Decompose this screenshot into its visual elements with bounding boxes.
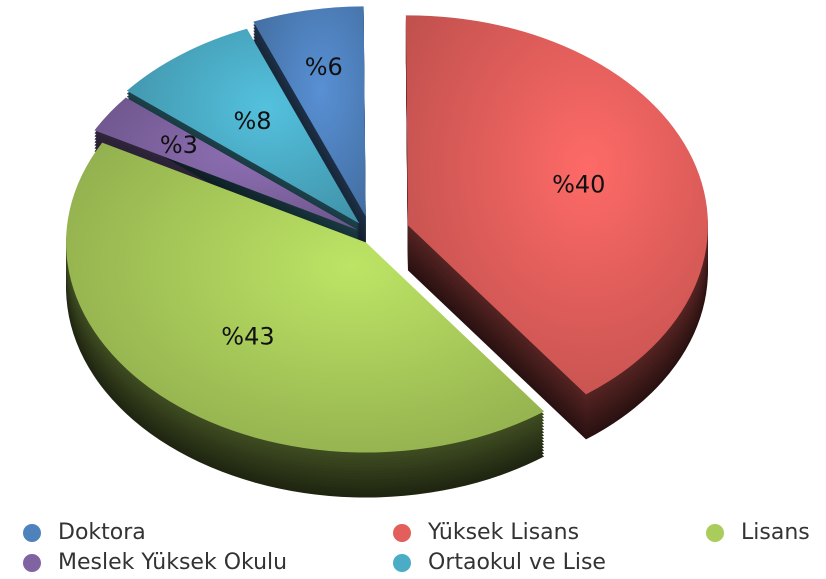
legend-marker xyxy=(706,524,724,542)
slice xyxy=(253,6,366,217)
legend-label: Doktora xyxy=(58,520,146,545)
slice xyxy=(405,15,708,395)
data-label: %43 xyxy=(221,323,274,351)
legend-marker xyxy=(393,554,411,572)
legend-marker xyxy=(393,524,411,542)
data-label: %6 xyxy=(305,53,343,81)
legend-label: Meslek Yüksek Okulu xyxy=(58,550,287,575)
data-label: %8 xyxy=(233,107,271,135)
legend-label: Lisans xyxy=(741,520,810,545)
legend-label: Yüksek Lisans xyxy=(427,520,579,545)
legend-marker xyxy=(23,554,41,572)
slice xyxy=(66,142,545,453)
data-label: %3 xyxy=(160,131,198,159)
slice xyxy=(94,97,359,231)
data-label: %40 xyxy=(552,171,605,199)
slice xyxy=(126,28,360,224)
legend-label: Ortaokul ve Lise xyxy=(428,550,606,575)
legend-marker xyxy=(23,524,41,542)
